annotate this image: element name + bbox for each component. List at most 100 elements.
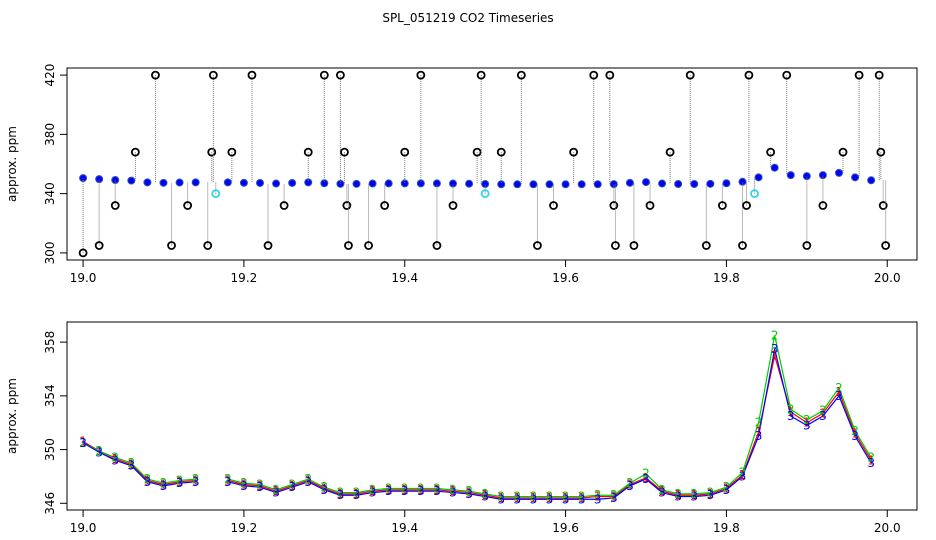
point-symbol: 1 bbox=[433, 483, 441, 497]
point bbox=[665, 147, 675, 157]
point-symbol: 2 bbox=[417, 482, 425, 496]
point-symbol: 2 bbox=[497, 490, 505, 504]
y-axis-title: approx. ppm bbox=[5, 126, 19, 202]
point bbox=[802, 172, 811, 181]
point-symbol: 2 bbox=[79, 436, 87, 450]
y-tick-label: 358 bbox=[43, 331, 57, 354]
point-symbol: 2 bbox=[819, 404, 827, 418]
y-tick-label: 354 bbox=[43, 384, 57, 407]
point bbox=[645, 201, 655, 210]
point-symbol: 3 bbox=[481, 490, 489, 504]
point-symbol: 1 bbox=[594, 490, 602, 504]
point-symbol: 2 bbox=[642, 467, 650, 481]
point-symbol: 2 bbox=[449, 483, 457, 497]
point-symbol: 3 bbox=[835, 389, 843, 403]
plot-box bbox=[66, 67, 918, 261]
point-symbol: 3 bbox=[401, 484, 409, 498]
x-tick-label: 19.2 bbox=[231, 271, 258, 285]
point-symbol: 2 bbox=[160, 476, 168, 490]
point-symbol: 2 bbox=[353, 486, 361, 500]
point-symbol: 2 bbox=[401, 482, 409, 496]
point-symbol: 1 bbox=[337, 487, 345, 501]
point bbox=[738, 241, 747, 250]
point-symbol: 1 bbox=[385, 483, 393, 497]
point bbox=[605, 70, 615, 80]
point-symbol: 2 bbox=[674, 487, 682, 501]
point-symbol: 1 bbox=[771, 349, 779, 363]
point bbox=[770, 163, 779, 172]
point-symbol: 3 bbox=[304, 475, 312, 489]
point bbox=[690, 180, 699, 188]
point-symbol: 3 bbox=[385, 484, 393, 498]
point bbox=[127, 176, 136, 185]
point-symbol: 1 bbox=[867, 453, 875, 467]
point-symbol: 1 bbox=[803, 416, 811, 430]
series-line bbox=[82, 335, 872, 498]
point-symbol: 2 bbox=[95, 444, 103, 458]
point-symbol: 1 bbox=[160, 477, 168, 491]
point bbox=[151, 70, 160, 80]
point-symbol: 1 bbox=[401, 483, 409, 497]
x-tick-label: 19.0 bbox=[70, 521, 97, 535]
point-symbol: 2 bbox=[514, 490, 522, 504]
point-symbol: 1 bbox=[819, 406, 827, 420]
point-symbol: 2 bbox=[723, 480, 731, 494]
point-symbol: 1 bbox=[578, 491, 586, 505]
point-symbol: 2 bbox=[851, 424, 859, 438]
point-symbol: 2 bbox=[385, 482, 393, 496]
x-tick-label: 19.6 bbox=[552, 271, 579, 285]
x-tick-label: 19.4 bbox=[391, 271, 418, 285]
point bbox=[658, 179, 667, 188]
chart-title: SPL_051219 CO2 Timeseries bbox=[382, 11, 553, 25]
point-symbol: 3 bbox=[755, 429, 763, 443]
point-symbol: 3 bbox=[546, 492, 554, 506]
point-symbol: 3 bbox=[626, 479, 634, 493]
x-tick-label: 20.0 bbox=[874, 271, 901, 285]
point-symbol: 3 bbox=[417, 484, 425, 498]
point-symbol: 1 bbox=[288, 479, 296, 493]
point bbox=[754, 173, 763, 182]
point bbox=[342, 201, 352, 210]
point-symbol: 2 bbox=[803, 413, 811, 427]
point-symbol: 3 bbox=[288, 480, 296, 494]
point-symbol: 3 bbox=[79, 436, 87, 450]
point bbox=[722, 179, 731, 188]
point bbox=[364, 241, 373, 250]
point-symbol: 2 bbox=[835, 381, 843, 395]
point-symbol: 1 bbox=[304, 473, 312, 487]
point-symbol: 2 bbox=[546, 490, 554, 504]
point bbox=[569, 147, 579, 157]
point-symbol: 3 bbox=[95, 445, 103, 459]
point-symbol: 2 bbox=[144, 472, 152, 486]
point-symbol: 1 bbox=[95, 444, 103, 458]
point bbox=[742, 201, 751, 210]
point-symbol: 1 bbox=[610, 490, 618, 504]
point bbox=[782, 70, 792, 80]
point-symbol: 1 bbox=[707, 487, 715, 501]
point-symbol: 1 bbox=[674, 488, 682, 502]
point-symbol: 3 bbox=[867, 456, 875, 470]
point-symbol: 2 bbox=[272, 483, 280, 497]
point bbox=[247, 70, 257, 80]
point bbox=[344, 241, 353, 250]
point-symbol: 1 bbox=[144, 473, 152, 487]
point bbox=[609, 201, 619, 210]
x-tick-label: 19.8 bbox=[713, 521, 740, 535]
point bbox=[472, 147, 482, 157]
series-line bbox=[82, 355, 872, 499]
point-symbol: 3 bbox=[819, 409, 827, 423]
point-symbol: 1 bbox=[240, 477, 248, 491]
y-tick-label: 420 bbox=[43, 64, 57, 87]
point bbox=[255, 178, 264, 187]
point-symbol: 1 bbox=[530, 491, 538, 505]
point-symbol: 3 bbox=[851, 429, 859, 443]
point bbox=[130, 147, 140, 157]
point bbox=[786, 171, 795, 180]
point-symbol: 1 bbox=[497, 491, 505, 505]
point-symbol: 2 bbox=[111, 451, 119, 465]
point-symbol: 2 bbox=[481, 487, 489, 501]
point bbox=[674, 180, 683, 188]
point bbox=[208, 70, 218, 80]
point-symbol: 3 bbox=[610, 491, 618, 505]
point-symbol: 1 bbox=[723, 482, 731, 496]
